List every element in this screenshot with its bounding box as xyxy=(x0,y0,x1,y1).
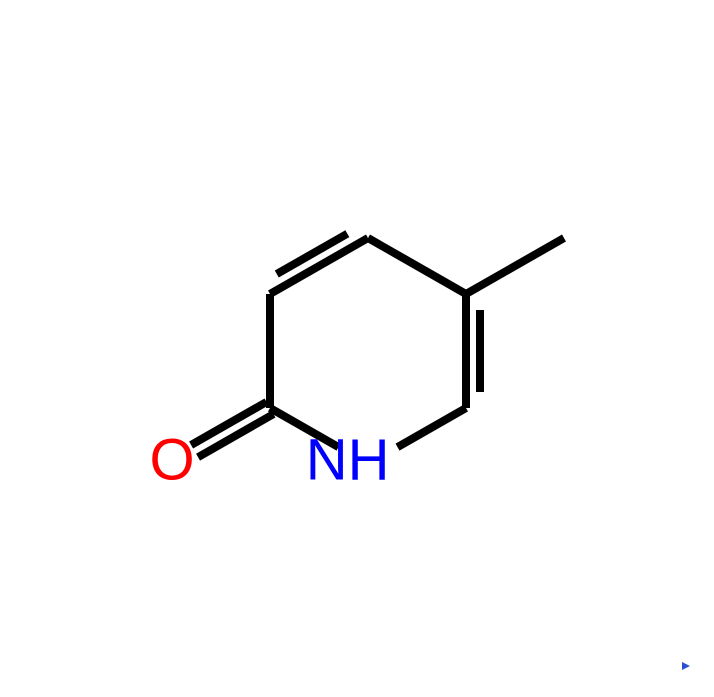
atoms-group: NH O xyxy=(149,427,389,492)
bond-line xyxy=(398,408,466,447)
bond-line xyxy=(368,238,466,294)
molecule-diagram: NH O xyxy=(0,0,714,697)
play-icon xyxy=(682,662,690,670)
atom-label-o: O xyxy=(149,427,194,492)
bond-line xyxy=(466,238,564,294)
corner-marker xyxy=(682,662,690,670)
bonds-group xyxy=(191,234,564,457)
atom-label-n: NH xyxy=(306,427,390,492)
